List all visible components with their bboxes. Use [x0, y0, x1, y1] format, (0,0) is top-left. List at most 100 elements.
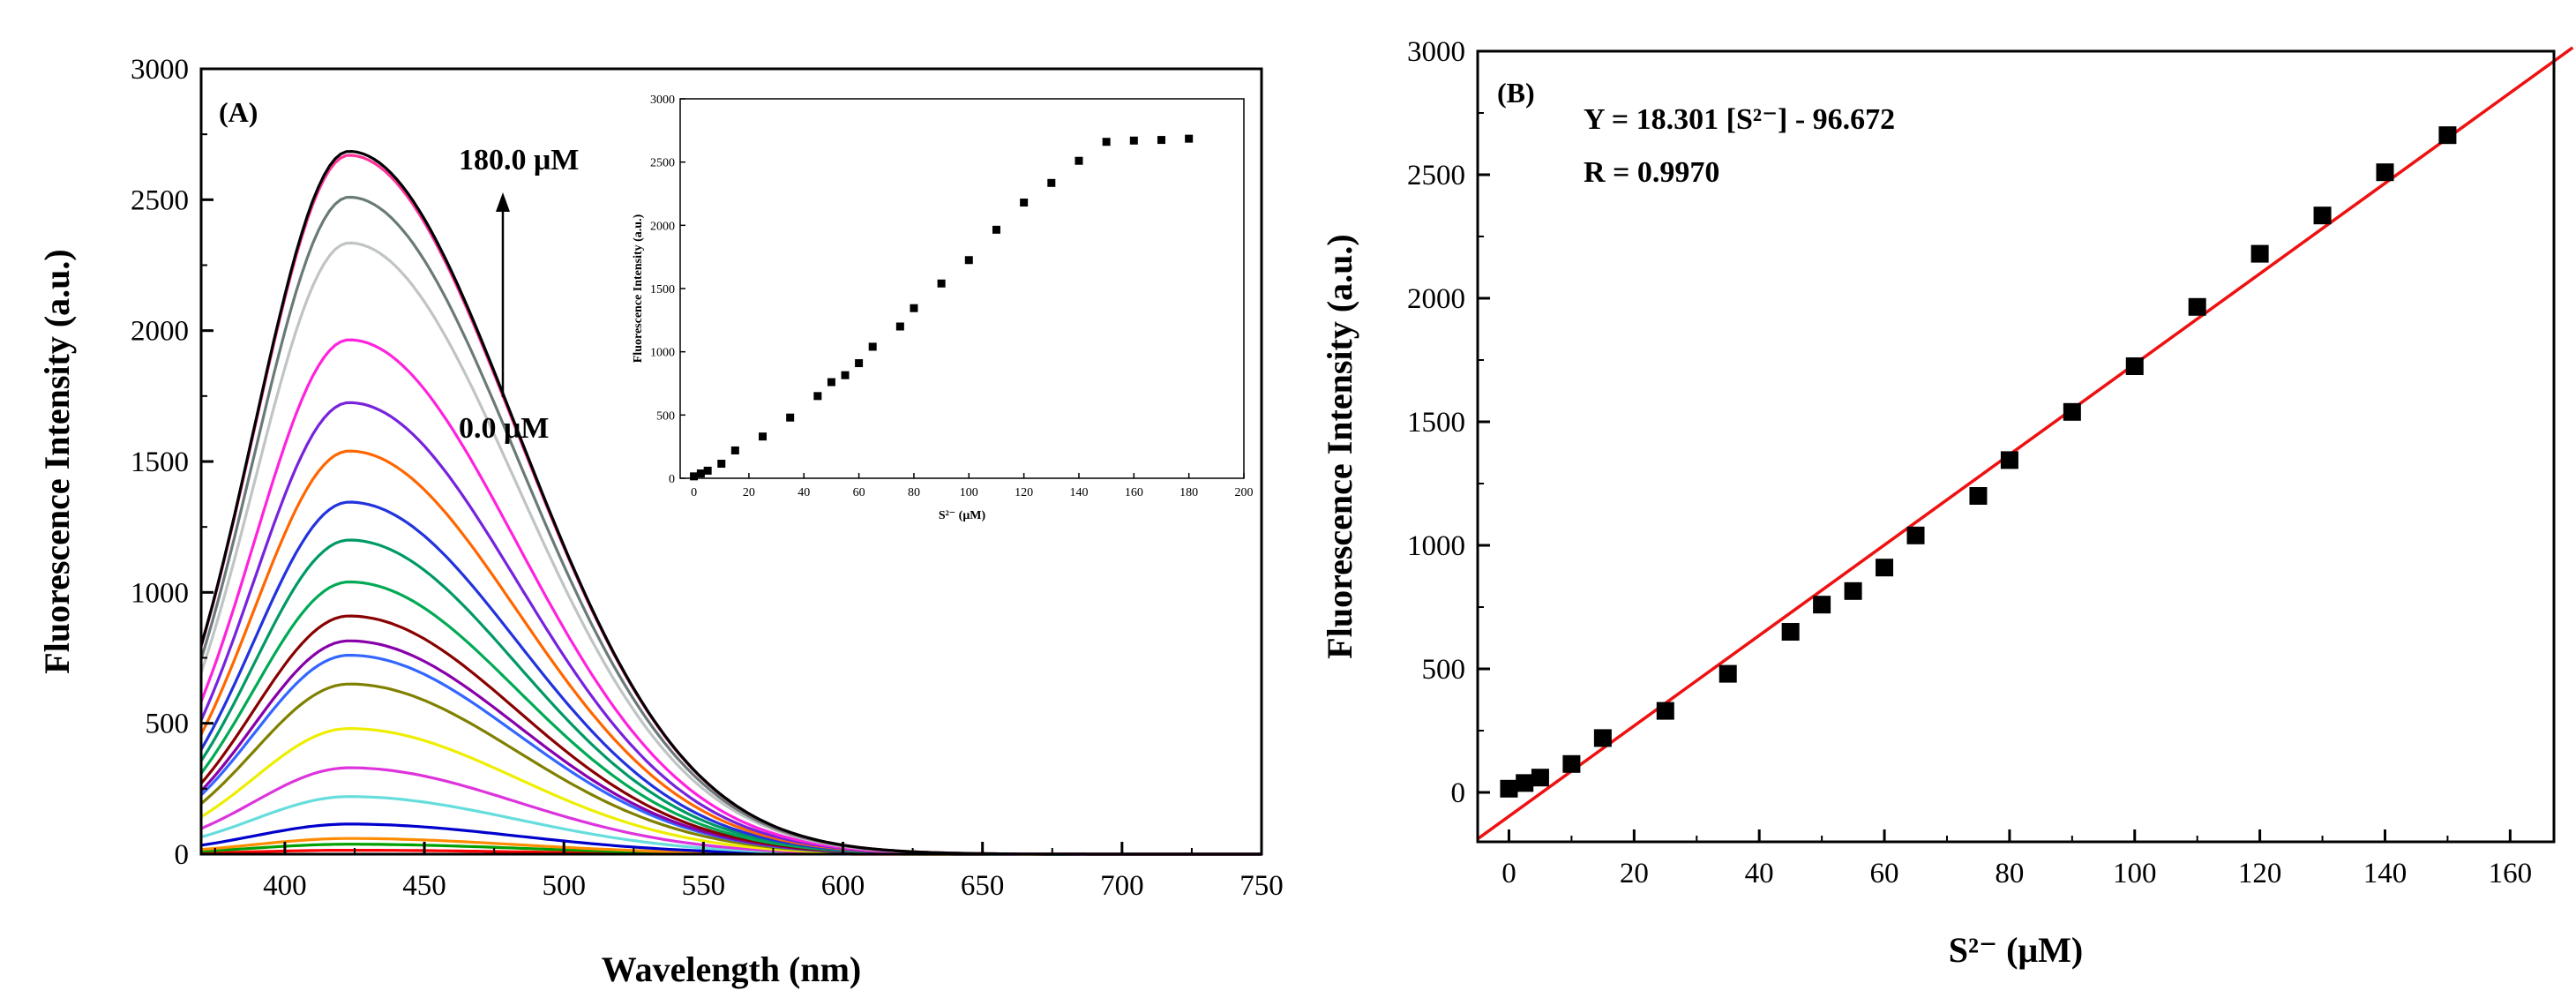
panel-a-label: (A): [219, 96, 258, 128]
x-tick-label-1: 450: [402, 870, 446, 902]
inset-point-12: [895, 322, 904, 331]
b-point-1: [1516, 774, 1534, 792]
b-point-6: [1719, 664, 1737, 683]
spectrum-curve-11: [199, 580, 1262, 856]
x-tick-label-0: 400: [263, 870, 307, 902]
spectrum-curve-18: [199, 195, 1262, 856]
b-point-12: [1969, 487, 1988, 505]
b-point-4: [1593, 729, 1612, 747]
spectrum-curve-17: [199, 241, 1262, 856]
inset-chart: 0 20 40 60 80 100 120 140 160 180 2000500100015002…: [632, 94, 1254, 522]
inset-x-tick-label-9: 180: [1179, 486, 1198, 499]
inset-point-21: [1129, 136, 1138, 145]
inset-x-tick-label-7: 140: [1069, 486, 1088, 499]
panel-b-frame: [1476, 49, 2556, 844]
panel-a-ticks: 400 450 500 550 600 650 700 7500500100015002000…: [131, 54, 1284, 902]
fit-r-value: R = 0.9970: [1584, 156, 1719, 189]
inset-y-axis-title: Fluorescence Intensity (a.u.): [632, 214, 645, 363]
y-tick-label-5: 2500: [131, 184, 189, 216]
inset-point-20: [1102, 138, 1111, 146]
inset-x-tick-label-6: 120: [1015, 486, 1033, 499]
inset-point-11: [868, 342, 877, 351]
inset-x-tick-label-4: 80: [908, 486, 920, 499]
panel-a-frame: [199, 67, 1263, 856]
inset-point-15: [964, 256, 973, 265]
b-point-2: [1531, 769, 1549, 787]
inset-point-16: [992, 225, 1000, 234]
b-point-0: [1500, 779, 1518, 798]
inset-point-8: [827, 378, 835, 386]
x-tick-label-7: 750: [1239, 870, 1284, 902]
panel-b-chart: 0 20 40 60 80 100 120 140 160 0 500 1000 1500 2000 250…: [1320, 36, 2574, 970]
panel-b-label: (B): [1497, 77, 1535, 109]
b-x-tick-label-5: 100: [2113, 858, 2157, 889]
b-point-9: [1844, 582, 1862, 600]
b-y-tick-label-0: 0: [1451, 777, 1466, 809]
y-tick-label-2: 1000: [131, 577, 189, 609]
inset-point-3: [717, 460, 726, 469]
b-point-8: [1813, 596, 1831, 614]
x-tick-label-6: 700: [1100, 870, 1144, 902]
x-tick-label-5: 650: [961, 870, 1005, 902]
inset-y-tick-label-1: 500: [656, 409, 675, 423]
b-x-tick-label-8: 160: [2489, 858, 2533, 889]
inset-frame: [679, 98, 1245, 479]
arrow-head: [496, 192, 510, 212]
x-tick-label-2: 500: [542, 870, 586, 902]
b-point-20: [2438, 126, 2457, 145]
y-tick-label-6: 3000: [131, 54, 189, 86]
fit-equation: Y = 18.301 [S²⁻] - 96.672: [1584, 103, 1895, 136]
inset-point-10: [855, 359, 864, 368]
inset-ticks: 0 20 40 60 80 100 120 140 160 180 2000500100015002…: [650, 94, 1254, 499]
b-point-16: [2188, 297, 2206, 316]
inset-y-tick-label-0: 0: [669, 473, 675, 486]
inset-points: [690, 134, 1194, 481]
inset-x-tick-label-0: 0: [691, 486, 697, 499]
arrow-top-label: 180.0 μM: [459, 144, 579, 176]
b-x-tick-label-1: 20: [1620, 858, 1649, 889]
spectrum-curve-19: [199, 154, 1262, 856]
inset-y-tick-label-2: 1000: [650, 347, 675, 360]
inset-y-tick-label-6: 3000: [650, 94, 675, 107]
inset-x-tick-label-10: 200: [1235, 486, 1254, 499]
y-tick-label-0: 0: [175, 839, 190, 871]
b-point-7: [1781, 623, 1800, 641]
inset-x-tick-label-2: 40: [798, 486, 810, 499]
inset-x-tick-label-1: 20: [743, 486, 755, 499]
inset-point-2: [703, 466, 712, 475]
panel-b-x-axis-title: S²⁻ (μM): [1949, 930, 2083, 970]
inset-point-23: [1185, 134, 1194, 143]
b-x-tick-label-6: 120: [2238, 858, 2282, 889]
b-point-18: [2313, 206, 2332, 225]
panel-a-x-axis-title: Wavelength (nm): [602, 949, 861, 989]
concentration-arrow: [496, 192, 510, 397]
y-tick-label-4: 2000: [131, 316, 189, 348]
panel-b-points: [1500, 126, 2457, 798]
b-point-11: [1906, 526, 1925, 544]
inset-point-6: [786, 413, 795, 422]
spectrum-curve-15: [199, 401, 1262, 856]
b-y-tick-label-1: 500: [1422, 654, 1466, 686]
inset-x-tick-label-3: 60: [853, 486, 865, 499]
b-y-tick-label-5: 2500: [1407, 160, 1465, 191]
b-y-tick-label-6: 3000: [1407, 36, 1465, 68]
inset-x-axis-title: S²⁻ (μM): [939, 509, 986, 522]
b-point-15: [2125, 357, 2144, 375]
y-tick-label-3: 1500: [131, 446, 189, 478]
x-tick-label-3: 550: [682, 870, 726, 902]
inset-y-tick-label-4: 2000: [650, 220, 675, 233]
inset-x-tick-label-5: 100: [960, 486, 978, 499]
panel-a-y-axis-title: Fluorescence Intensity (a.u.): [37, 249, 77, 673]
inset-point-19: [1075, 156, 1083, 165]
inset-y-tick-label-3: 1500: [650, 283, 675, 296]
inset-y-tick-label-5: 2500: [650, 157, 675, 170]
inset-point-4: [730, 446, 739, 454]
inset-point-9: [841, 371, 850, 379]
b-point-17: [2250, 244, 2269, 263]
panel-b-y-axis-title: Fluorescence Intensity (a.u.): [1320, 234, 1359, 658]
inset-point-7: [813, 392, 822, 401]
inset-point-13: [910, 304, 918, 312]
inset-point-0: [690, 472, 699, 481]
inset-point-22: [1157, 136, 1165, 145]
